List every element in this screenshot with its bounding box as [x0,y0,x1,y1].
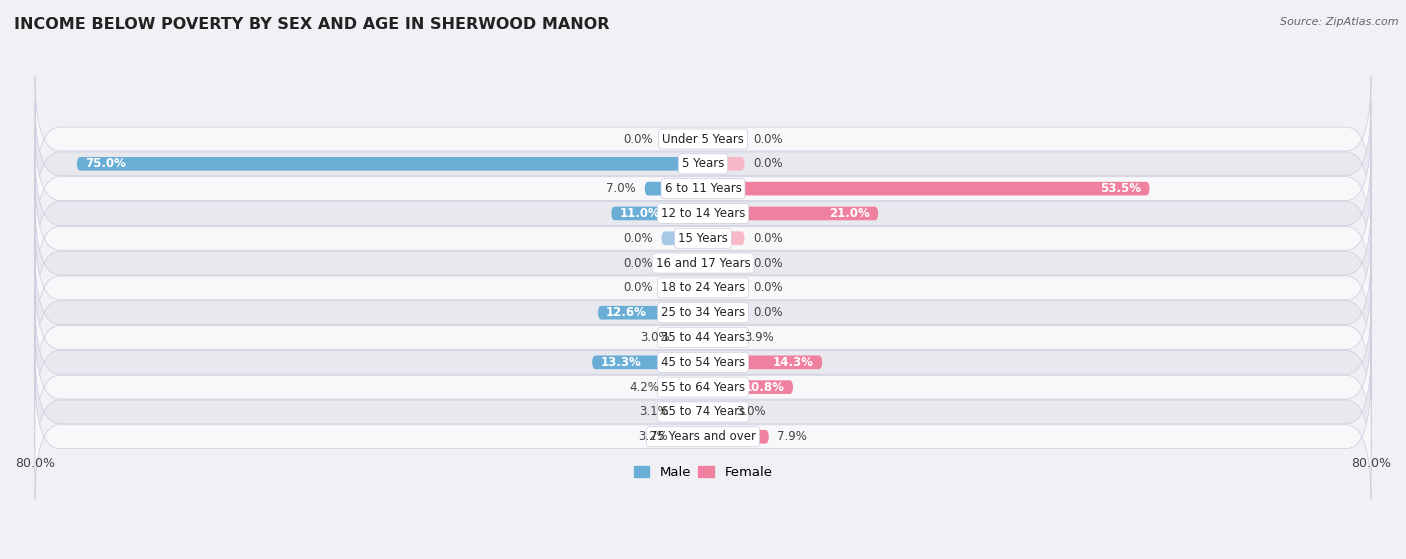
FancyBboxPatch shape [35,300,1371,425]
Text: 0.0%: 0.0% [623,232,652,245]
FancyBboxPatch shape [35,325,1371,449]
Text: 0.0%: 0.0% [754,306,783,319]
FancyBboxPatch shape [77,157,703,170]
Text: 55 to 64 Years: 55 to 64 Years [661,381,745,394]
FancyBboxPatch shape [703,256,745,270]
FancyBboxPatch shape [703,430,769,444]
Text: 0.0%: 0.0% [754,157,783,170]
FancyBboxPatch shape [703,157,745,170]
FancyBboxPatch shape [678,405,703,419]
FancyBboxPatch shape [35,201,1371,325]
FancyBboxPatch shape [592,356,703,369]
Text: 13.3%: 13.3% [600,356,641,369]
FancyBboxPatch shape [703,281,745,295]
Text: 3.2%: 3.2% [638,430,668,443]
Text: 3.1%: 3.1% [638,405,669,419]
Text: 0.0%: 0.0% [754,232,783,245]
FancyBboxPatch shape [598,306,703,320]
Text: 0.0%: 0.0% [754,257,783,269]
Text: 11.0%: 11.0% [620,207,661,220]
FancyBboxPatch shape [661,132,703,146]
Text: 0.0%: 0.0% [754,132,783,145]
FancyBboxPatch shape [612,207,703,220]
Text: 53.5%: 53.5% [1101,182,1142,195]
Text: 21.0%: 21.0% [830,207,870,220]
FancyBboxPatch shape [644,182,703,196]
FancyBboxPatch shape [703,380,793,394]
Text: 0.0%: 0.0% [623,132,652,145]
Text: 75 Years and over: 75 Years and over [650,430,756,443]
Text: 5 Years: 5 Years [682,157,724,170]
Text: 25 to 34 Years: 25 to 34 Years [661,306,745,319]
FancyBboxPatch shape [703,405,728,419]
Text: 35 to 44 Years: 35 to 44 Years [661,331,745,344]
Text: 12.6%: 12.6% [606,306,647,319]
FancyBboxPatch shape [35,151,1371,276]
Text: 14.3%: 14.3% [773,356,814,369]
FancyBboxPatch shape [35,101,1371,226]
Text: 75.0%: 75.0% [86,157,127,170]
Text: 18 to 24 Years: 18 to 24 Years [661,281,745,295]
Text: 45 to 54 Years: 45 to 54 Years [661,356,745,369]
Text: 4.2%: 4.2% [630,381,659,394]
Text: 6 to 11 Years: 6 to 11 Years [665,182,741,195]
Text: 3.9%: 3.9% [744,331,773,344]
Text: INCOME BELOW POVERTY BY SEX AND AGE IN SHERWOOD MANOR: INCOME BELOW POVERTY BY SEX AND AGE IN S… [14,17,610,32]
FancyBboxPatch shape [35,225,1371,350]
FancyBboxPatch shape [35,176,1371,301]
Text: 12 to 14 Years: 12 to 14 Years [661,207,745,220]
FancyBboxPatch shape [703,132,745,146]
Text: 7.0%: 7.0% [606,182,636,195]
FancyBboxPatch shape [678,331,703,344]
FancyBboxPatch shape [703,207,879,220]
FancyBboxPatch shape [35,126,1371,251]
FancyBboxPatch shape [35,275,1371,400]
Text: 10.8%: 10.8% [744,381,785,394]
Text: 3.0%: 3.0% [640,331,669,344]
FancyBboxPatch shape [35,77,1371,202]
FancyBboxPatch shape [35,250,1371,375]
FancyBboxPatch shape [668,380,703,394]
FancyBboxPatch shape [703,356,823,369]
Legend: Male, Female: Male, Female [628,461,778,485]
FancyBboxPatch shape [35,349,1371,475]
Text: 15 Years: 15 Years [678,232,728,245]
FancyBboxPatch shape [676,430,703,444]
FancyBboxPatch shape [661,256,703,270]
Text: 7.9%: 7.9% [778,430,807,443]
Text: 0.0%: 0.0% [623,257,652,269]
FancyBboxPatch shape [661,231,703,245]
Text: 3.0%: 3.0% [737,405,766,419]
Text: 0.0%: 0.0% [754,281,783,295]
FancyBboxPatch shape [703,331,735,344]
Text: Source: ZipAtlas.com: Source: ZipAtlas.com [1281,17,1399,27]
Text: 65 to 74 Years: 65 to 74 Years [661,405,745,419]
Text: 0.0%: 0.0% [623,281,652,295]
FancyBboxPatch shape [703,182,1150,196]
FancyBboxPatch shape [703,231,745,245]
FancyBboxPatch shape [35,374,1371,499]
Text: Under 5 Years: Under 5 Years [662,132,744,145]
Text: 16 and 17 Years: 16 and 17 Years [655,257,751,269]
FancyBboxPatch shape [703,306,745,320]
FancyBboxPatch shape [661,281,703,295]
